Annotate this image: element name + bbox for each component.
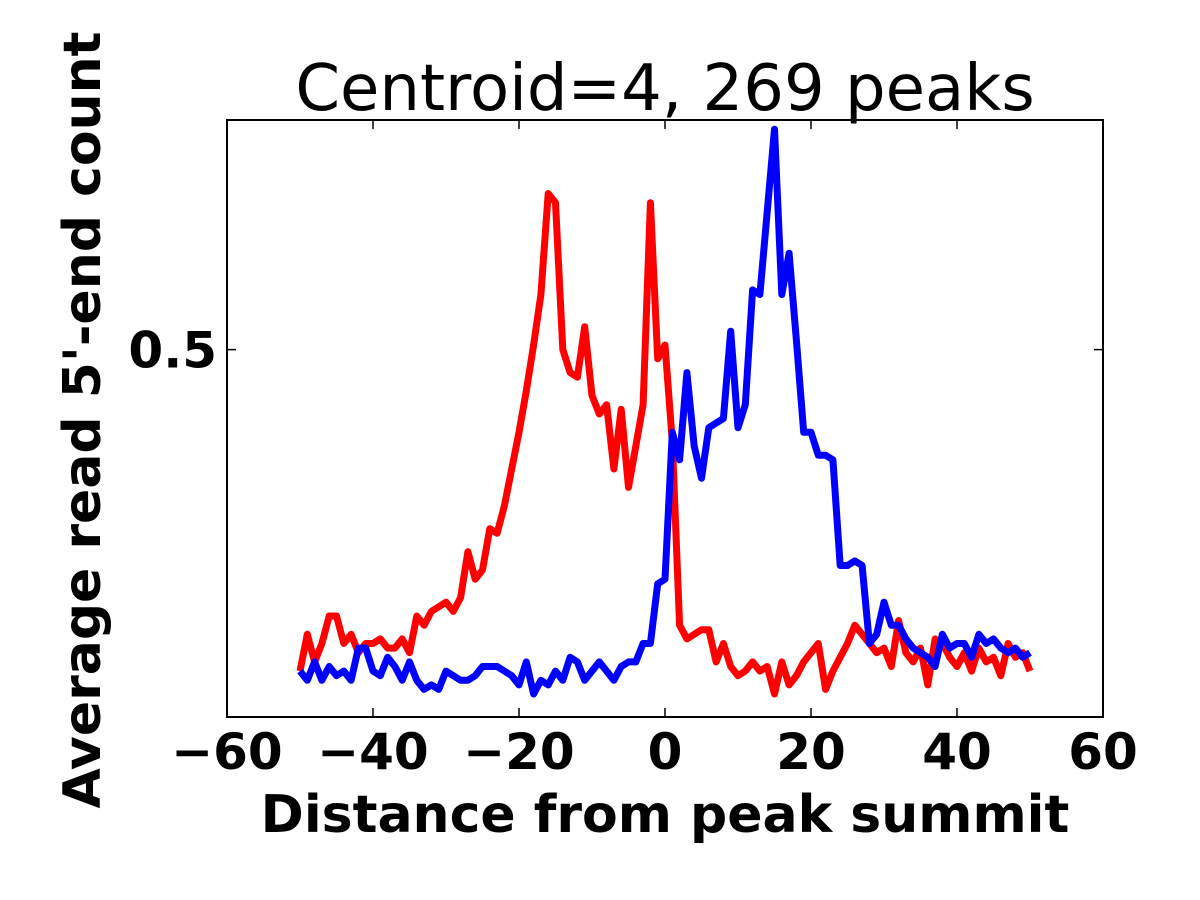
x-tick-label: 20	[776, 723, 846, 781]
x-tick-label: −20	[463, 723, 574, 781]
x-tick-label: 0	[648, 723, 683, 781]
plot-area: −60 −40 −20 0 20 40 60 0.5	[128, 119, 1138, 781]
y-axis-label: Average read 5'-end count	[53, 32, 113, 809]
x-tick-label: 40	[922, 723, 992, 781]
series-line-2	[297, 125, 1032, 698]
series-line-1	[296, 190, 1034, 698]
plot-frame	[226, 119, 1104, 718]
chart-title: Centroid=4, 269 peaks	[295, 52, 1034, 126]
x-axis-label: Distance from peak summit	[261, 785, 1070, 845]
x-tick-label: −60	[171, 723, 282, 781]
x-tick-label: −40	[317, 723, 428, 781]
y-tick-label: 0.5	[128, 322, 217, 380]
ticks-layer: −60 −40 −20 0 20 40 60 0.5	[128, 120, 1138, 781]
series-layer	[296, 125, 1034, 698]
x-tick-label: 60	[1068, 723, 1138, 781]
